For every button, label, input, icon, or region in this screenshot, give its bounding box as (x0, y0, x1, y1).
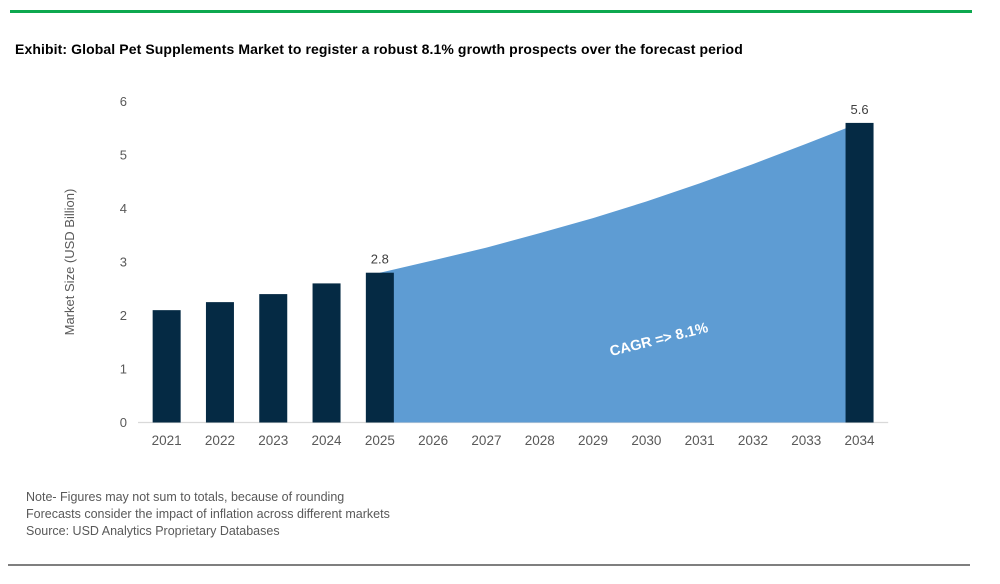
x-tick-label-2031: 2031 (685, 433, 715, 448)
y-tick-label-0: 0 (120, 415, 127, 430)
bar-2023 (259, 294, 288, 423)
chart-canvas: 0 1 2 3 4 5 6 2021 2022 2023 2024 2025 2026 2027 2028 2… (62, 94, 889, 448)
bottom-divider-line (8, 564, 970, 566)
bar-2034 (845, 122, 874, 423)
x-tick-label-2030: 2030 (631, 433, 661, 448)
x-tick-label-2034: 2034 (845, 433, 876, 448)
y-tick-label-6: 6 (120, 94, 127, 109)
x-tick-label-2026: 2026 (418, 433, 448, 448)
y-tick-label-1: 1 (120, 362, 127, 377)
note-line-source: Source: USD Analytics Proprietary Databa… (26, 524, 280, 538)
y-tick-label-5: 5 (120, 148, 127, 163)
y-tick-label-3: 3 (120, 255, 127, 270)
x-tick-label-2023: 2023 (258, 433, 288, 448)
x-tick-label-2024: 2024 (312, 433, 343, 448)
y-tick-label-2: 2 (120, 308, 127, 323)
chart-title: Exhibit: Global Pet Supplements Market t… (15, 41, 743, 57)
x-tick-label-2029: 2029 (578, 433, 608, 448)
x-tick-label-2032: 2032 (738, 433, 768, 448)
x-tick-label-2025: 2025 (365, 433, 395, 448)
bar-2024 (312, 283, 341, 423)
bar-2025 (365, 272, 394, 423)
data-label-2034: 5.6 (851, 102, 869, 117)
y-axis-title: Market Size (USD Billion) (62, 189, 77, 336)
top-accent-line (10, 10, 972, 13)
y-tick-label-4: 4 (120, 201, 127, 216)
bar-2021 (152, 310, 181, 423)
note-line-rounding: Note- Figures may not sum to totals, bec… (26, 490, 345, 504)
x-tick-label-2027: 2027 (471, 433, 501, 448)
x-tick-label-2021: 2021 (152, 433, 182, 448)
note-line-inflation: Forecasts consider the impact of inflati… (26, 507, 390, 521)
x-tick-label-2028: 2028 (525, 433, 555, 448)
notes-block: Note- Figures may not sum to totals, bec… (26, 489, 390, 540)
forecast-area (379, 122, 860, 423)
x-tick-label-2033: 2033 (791, 433, 821, 448)
bar-2022 (205, 302, 234, 423)
x-tick-label-2022: 2022 (205, 433, 235, 448)
data-label-2025: 2.8 (371, 252, 389, 267)
